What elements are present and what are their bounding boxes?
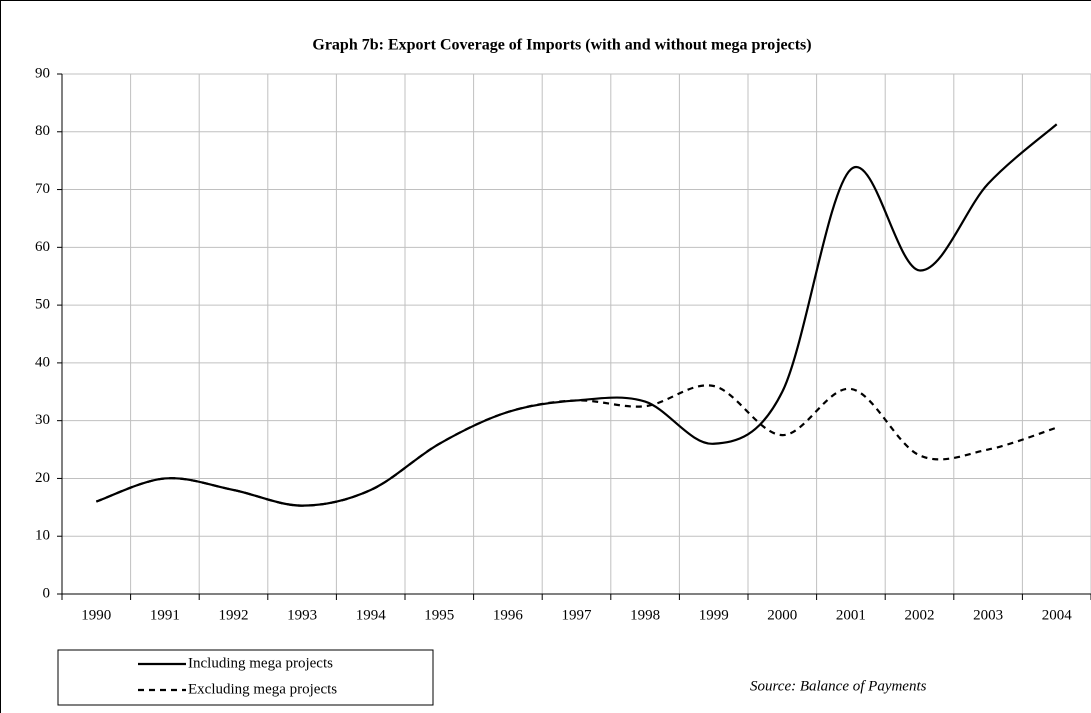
line-series — [95, 123, 1058, 507]
legend-label: Including mega projects — [188, 655, 333, 671]
x-tick-label: 2000 — [767, 607, 797, 623]
x-tick-label: 1996 — [493, 607, 524, 623]
x-tick-label: 1990 — [81, 607, 111, 623]
y-tick-label: 90 — [35, 65, 50, 81]
x-tick-label: 1993 — [287, 607, 317, 623]
y-tick-label: 60 — [35, 239, 50, 255]
x-tick-label: 1991 — [150, 607, 180, 623]
x-tick-label: 1997 — [562, 607, 593, 623]
x-tick-label: 1992 — [219, 607, 249, 623]
x-tick-label: 1995 — [424, 607, 454, 623]
y-tick-label: 10 — [35, 528, 50, 544]
x-tick-label: 2001 — [836, 607, 866, 623]
x-tick-label: 1994 — [356, 607, 387, 623]
x-tick-label: 2003 — [973, 607, 1003, 623]
y-tick-label: 50 — [35, 297, 50, 313]
y-tick-label: 0 — [43, 585, 51, 601]
x-tick-label: 1999 — [699, 607, 729, 623]
x-tick-label: 2002 — [905, 607, 935, 623]
legend-label: Excluding mega projects — [188, 681, 337, 697]
y-tick-label: 80 — [35, 123, 50, 139]
line-series — [95, 384, 1058, 507]
y-tick-label: 40 — [35, 354, 50, 370]
source-note: Source: Balance of Payments — [750, 678, 927, 694]
legend-box — [57, 649, 434, 706]
x-tick-label: 2004 — [1042, 607, 1073, 623]
y-tick-label: 30 — [35, 412, 50, 428]
y-tick-label: 20 — [35, 470, 50, 486]
x-tick-label: 1998 — [630, 607, 660, 623]
chart-title: Graph 7b: Export Coverage of Imports (wi… — [312, 37, 811, 54]
y-tick-label: 70 — [35, 181, 50, 197]
